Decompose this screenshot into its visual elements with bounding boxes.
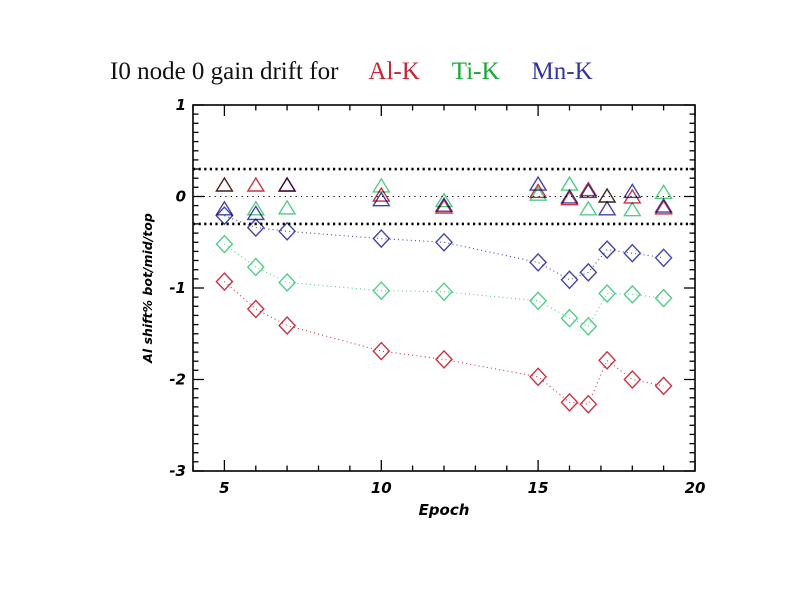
diamond-marker [654, 376, 673, 396]
diamond-marker [372, 229, 391, 249]
triangle-marker [654, 197, 673, 213]
y-tick-label: 0 [176, 188, 186, 206]
diamond-marker [598, 240, 617, 260]
series-ti-k-diamond [215, 234, 673, 336]
triangle-marker [528, 185, 548, 201]
x-tick-label: 15 [528, 479, 549, 497]
triangle-marker [528, 175, 548, 191]
diamond-marker [623, 369, 642, 390]
series-al-k-diamond [215, 272, 673, 414]
diamond-marker [215, 234, 234, 254]
diamond-marker [579, 316, 598, 336]
triangle-marker [372, 191, 391, 207]
y-tick-label: -3 [169, 462, 186, 480]
series-line [224, 243, 664, 328]
y-axis-ticks [193, 104, 695, 472]
diamond-marker [529, 252, 548, 272]
diamond-marker [246, 299, 265, 319]
triangle-marker [597, 187, 617, 203]
diamond-marker [623, 243, 642, 263]
diamond-marker [623, 284, 642, 304]
series-mn-k-diamond [215, 206, 673, 290]
diamond-marker [560, 392, 579, 412]
diamond-marker [579, 262, 598, 282]
diamond-marker [278, 272, 297, 293]
triangle-marker [654, 199, 673, 215]
triangle-marker [528, 183, 548, 199]
plot-frame [192, 104, 696, 472]
diamond-marker [372, 281, 391, 301]
triangle-marker [246, 205, 266, 221]
triangle-marker [246, 200, 266, 216]
diamond-marker [598, 283, 617, 304]
diamond-marker [654, 288, 673, 308]
diamond-marker [435, 349, 453, 369]
diamond-marker [654, 248, 673, 268]
y-tick-label: -2 [169, 371, 186, 389]
triangle-marker [215, 176, 234, 192]
triangle-marker [215, 200, 234, 216]
diamond-marker [278, 221, 297, 241]
triangle-marker [560, 188, 579, 204]
diamond-marker [435, 282, 453, 302]
title-legend: Al-K Ti-K Mn-K [368, 58, 592, 86]
triangle-marker [579, 183, 598, 199]
y-tick-label: 1 [176, 96, 186, 114]
triangle-marker [246, 176, 266, 192]
diamond-marker [278, 315, 297, 336]
triangle-marker [623, 188, 642, 204]
triangle-marker [372, 177, 391, 193]
x-axis-ticks [192, 105, 696, 471]
triangle-marker [579, 200, 598, 216]
legend-item-al-k: Al-K [368, 58, 420, 85]
triangle-marker [560, 175, 579, 191]
diamond-marker [579, 394, 598, 414]
x-tick-label: 20 [685, 479, 706, 497]
diamond-marker [560, 308, 579, 328]
triangle-marker [579, 181, 598, 197]
diamond-marker [560, 270, 579, 290]
legend-item-mn-k: Mn-K [531, 58, 593, 85]
x-tick-label: 10 [371, 479, 392, 497]
triangle-marker [277, 176, 297, 192]
diamond-marker [372, 341, 391, 361]
diamond-marker [529, 367, 548, 387]
x-axis-title: Epoch [419, 501, 470, 519]
triangle-marker [597, 187, 617, 203]
diamond-marker [435, 232, 453, 252]
diamond-marker [598, 350, 617, 370]
triangle-marker [623, 183, 642, 199]
triangle-marker [372, 186, 391, 202]
chart-title: I0 node 0 gain drift for Al-K Ti-K Mn-K [110, 58, 593, 86]
diamond-marker [246, 218, 265, 238]
x-tick-label: 5 [219, 479, 229, 497]
triangle-marker [277, 176, 297, 192]
triangle-marker [434, 192, 454, 208]
diamond-marker [215, 206, 234, 226]
triangle-marker [215, 176, 234, 192]
diamond-marker [246, 257, 265, 277]
diamond-marker [215, 272, 234, 292]
diamond-marker [529, 291, 548, 311]
series-mn-k-triangle [215, 175, 673, 221]
triangle-marker [434, 196, 454, 212]
triangle-marker [597, 200, 617, 216]
triangle-marker [560, 190, 579, 206]
triangle-marker [277, 199, 297, 215]
y-axis-title: Al shift% bot/mid/top [140, 213, 155, 364]
legend-item-ti-k: Ti-K [451, 58, 500, 85]
series-ti-k-triangle [215, 175, 673, 217]
y-tick-label: -1 [169, 279, 186, 297]
title-text: I0 node 0 gain drift for [110, 58, 339, 85]
triangle-marker [623, 201, 642, 217]
